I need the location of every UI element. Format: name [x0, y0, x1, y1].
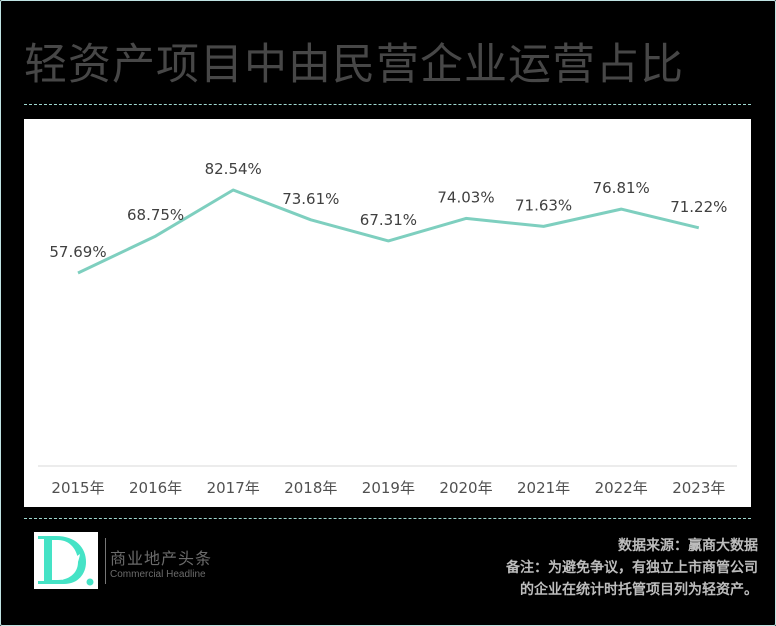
- data-label: 67.31%: [360, 211, 417, 229]
- brand-logo: [34, 532, 98, 589]
- x-tick-label: 2018年: [284, 479, 337, 497]
- page-title: 轻资产项目中由民营企业运营占比: [24, 40, 684, 90]
- note-line-2: 的企业在统计时托管项目列为轻资产。: [520, 582, 758, 598]
- brand-name-en: Commercial Headline: [110, 569, 206, 580]
- x-tick-label: 2020年: [439, 479, 492, 497]
- brand-name-cn: 商业地产头条: [110, 549, 213, 568]
- x-tick-label: 2023年: [672, 479, 725, 497]
- data-label: 74.03%: [437, 188, 494, 206]
- data-label: 68.75%: [127, 206, 184, 224]
- logo-separator: [105, 538, 106, 584]
- x-tick-label: 2021年: [517, 479, 570, 497]
- x-tick-label: 2017年: [207, 479, 260, 497]
- divider-bottom: [24, 518, 751, 519]
- data-label: 82.54%: [205, 160, 262, 178]
- x-tick-label: 2015年: [51, 479, 104, 497]
- data-label: 71.63%: [515, 196, 572, 214]
- x-tick-label: 2022年: [595, 479, 648, 497]
- chart-area: 57.69% 68.75% 82.54% 73.61% 67.31% 74.03% 71.6…: [24, 119, 751, 507]
- data-label: 57.69%: [49, 243, 106, 261]
- line-chart: 57.69% 68.75% 82.54% 73.61% 67.31% 74.03% 71.6…: [38, 160, 737, 497]
- data-source: 数据来源：赢商大数据: [618, 538, 758, 554]
- logo-d-icon: [38, 536, 94, 586]
- x-tick-label: 2019年: [362, 479, 415, 497]
- footer-notes: 数据来源：赢商大数据 备注：为避免争议，有独立上市商管公司 的企业在统计时托管项…: [506, 535, 758, 601]
- note-line-1: 备注：为避免争议，有独立上市商管公司: [506, 560, 758, 576]
- divider-top: [24, 104, 751, 105]
- data-label: 73.61%: [282, 190, 339, 208]
- x-tick-label: 2016年: [129, 479, 182, 497]
- series-line: [77, 188, 700, 275]
- data-label: 76.81%: [593, 179, 650, 197]
- data-label: 71.22%: [670, 198, 727, 216]
